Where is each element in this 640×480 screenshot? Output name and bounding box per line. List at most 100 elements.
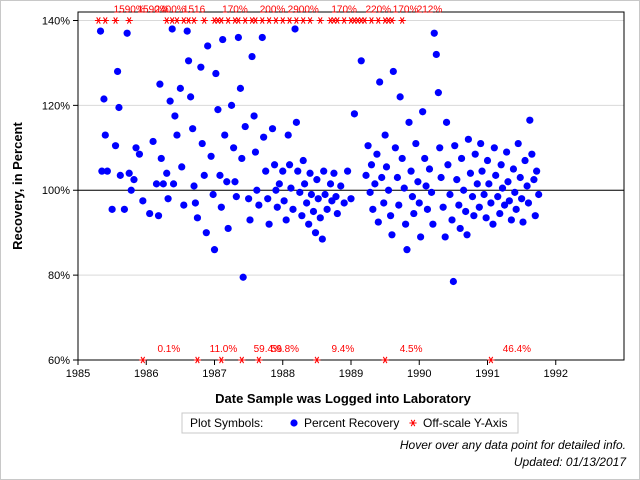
data-point[interactable] <box>504 178 512 186</box>
data-point[interactable] <box>163 169 171 177</box>
data-point[interactable] <box>423 205 432 213</box>
data-point[interactable] <box>455 201 463 209</box>
data-point[interactable] <box>282 216 290 224</box>
data-point[interactable] <box>159 180 167 188</box>
data-point[interactable] <box>251 148 260 156</box>
offscale-high-point[interactable] <box>361 17 369 24</box>
data-point[interactable] <box>209 190 217 199</box>
data-point[interactable] <box>524 199 533 207</box>
data-point[interactable] <box>234 33 242 42</box>
data-point[interactable] <box>294 167 302 175</box>
data-point[interactable] <box>395 201 403 209</box>
offscale-high-point[interactable] <box>340 17 348 24</box>
offscale-high-point[interactable] <box>285 17 294 24</box>
data-point[interactable] <box>497 161 505 169</box>
offscale-high-point[interactable] <box>367 17 376 24</box>
data-point[interactable] <box>408 193 417 201</box>
data-point[interactable] <box>464 135 472 143</box>
data-point[interactable] <box>248 52 256 61</box>
data-point[interactable] <box>298 212 306 220</box>
offscale-high-point[interactable] <box>190 17 198 24</box>
data-point[interactable] <box>292 118 300 126</box>
offscale-high-point[interactable] <box>94 17 103 24</box>
data-point[interactable] <box>333 209 341 218</box>
offscale-high-point[interactable] <box>292 17 300 24</box>
data-point[interactable] <box>189 125 197 133</box>
data-point[interactable] <box>157 154 165 163</box>
data-point[interactable] <box>221 131 229 139</box>
data-point[interactable] <box>284 131 292 139</box>
offscale-low-point[interactable] <box>238 356 246 364</box>
data-point[interactable] <box>509 165 518 173</box>
data-point[interactable] <box>347 195 355 203</box>
data-point[interactable] <box>381 131 389 139</box>
offscale-low-point[interactable] <box>487 356 495 364</box>
data-point[interactable] <box>108 205 116 213</box>
data-point[interactable] <box>287 184 295 192</box>
data-point[interactable] <box>197 63 205 71</box>
data-point[interactable] <box>441 233 449 241</box>
data-point[interactable] <box>168 25 176 33</box>
data-point[interactable] <box>478 167 486 175</box>
data-point[interactable] <box>473 180 481 188</box>
data-point[interactable] <box>187 93 195 101</box>
data-point[interactable] <box>227 101 236 109</box>
data-point[interactable] <box>526 116 534 124</box>
offscale-low-point[interactable] <box>139 356 147 364</box>
data-point[interactable] <box>422 182 430 190</box>
data-point[interactable] <box>400 184 408 192</box>
data-point[interactable] <box>457 154 466 163</box>
data-point[interactable] <box>448 216 456 224</box>
data-point[interactable] <box>262 167 270 175</box>
offscale-high-point[interactable] <box>316 17 324 24</box>
data-point[interactable] <box>523 182 531 190</box>
data-point[interactable] <box>451 142 459 150</box>
data-point[interactable] <box>414 178 422 186</box>
data-point[interactable] <box>337 182 345 190</box>
data-point[interactable] <box>313 176 321 184</box>
data-point[interactable] <box>296 188 304 196</box>
data-point[interactable] <box>166 97 174 105</box>
offscale-high-point[interactable] <box>241 17 249 24</box>
data-point[interactable] <box>475 203 483 211</box>
data-point[interactable] <box>212 69 220 78</box>
data-point[interactable] <box>280 197 288 205</box>
data-point[interactable] <box>127 186 135 194</box>
data-point[interactable] <box>483 156 492 165</box>
data-point[interactable] <box>430 29 438 37</box>
data-point[interactable] <box>253 186 261 194</box>
data-point[interactable] <box>490 144 498 152</box>
data-point[interactable] <box>96 27 105 35</box>
data-point[interactable] <box>492 171 500 179</box>
data-point[interactable] <box>343 167 352 175</box>
data-point[interactable] <box>275 180 283 188</box>
data-point[interactable] <box>316 214 324 222</box>
data-point[interactable] <box>255 201 263 209</box>
data-point[interactable] <box>116 171 124 179</box>
data-point[interactable] <box>376 78 384 86</box>
data-point[interactable] <box>380 199 388 207</box>
data-point[interactable] <box>487 199 495 207</box>
data-point[interactable] <box>307 190 316 199</box>
data-point[interactable] <box>232 193 240 201</box>
data-point[interactable] <box>512 205 520 213</box>
data-point[interactable] <box>444 161 452 169</box>
offscale-high-point[interactable] <box>217 17 225 24</box>
data-point[interactable] <box>500 201 509 209</box>
data-point[interactable] <box>291 25 299 33</box>
data-point[interactable] <box>518 195 526 203</box>
data-point[interactable] <box>239 273 247 281</box>
data-point[interactable] <box>202 229 210 237</box>
data-point[interactable] <box>396 93 404 101</box>
data-point[interactable] <box>184 57 193 65</box>
data-point[interactable] <box>169 180 178 188</box>
data-point[interactable] <box>530 176 538 184</box>
data-point[interactable] <box>299 156 307 165</box>
data-point[interactable] <box>463 231 471 239</box>
data-point[interactable] <box>533 167 541 175</box>
offscale-high-point[interactable] <box>234 17 242 24</box>
data-point[interactable] <box>470 212 478 220</box>
data-point[interactable] <box>514 139 522 148</box>
data-point[interactable] <box>419 108 427 116</box>
data-point[interactable] <box>389 67 397 76</box>
